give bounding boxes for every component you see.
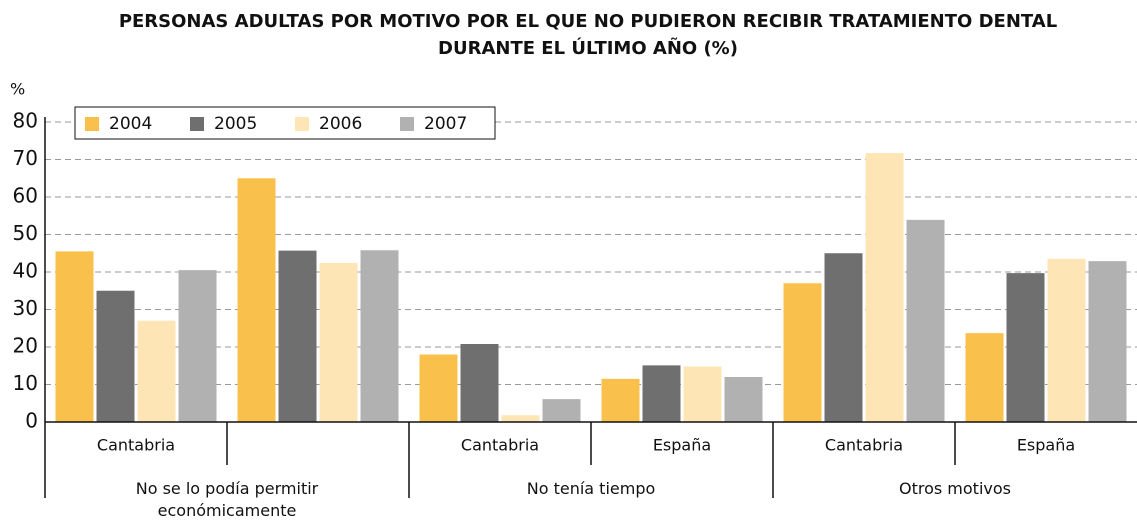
bar [965, 333, 1004, 422]
bar [1006, 273, 1045, 422]
y-tick-label: 80 [13, 109, 38, 133]
bar [642, 365, 681, 422]
y-tick-label: 60 [13, 184, 38, 208]
bar [724, 377, 763, 422]
chart-title: PERSONAS ADULTAS POR MOTIVO POR EL QUE N… [118, 11, 1058, 59]
legend: 2004 2005 2006 2007 [74, 106, 496, 140]
legend-label: 2007 [424, 114, 467, 134]
bar [865, 153, 904, 422]
bar [278, 250, 317, 422]
bar [683, 366, 722, 422]
x-tick-label: Cantabria [461, 436, 539, 455]
bar [237, 178, 276, 422]
legend-label: 2004 [109, 114, 152, 134]
legend-swatch [85, 117, 99, 131]
y-tick-label: 20 [13, 334, 38, 358]
y-tick-label: 0 [25, 409, 38, 433]
group-label: No se lo podía permitir económicamente [135, 479, 319, 520]
legend-box [74, 106, 496, 140]
x-tick-label: Cantabria [97, 436, 175, 455]
x-tick-label: Cantabria [825, 436, 903, 455]
bar [419, 354, 458, 422]
y-tick-label: 70 [13, 146, 38, 170]
legend-swatch [400, 117, 414, 131]
bar [1088, 261, 1127, 422]
bar [601, 378, 640, 422]
group-label: Otros motivos [899, 479, 1011, 498]
bar [783, 283, 822, 422]
bar [319, 263, 358, 422]
y-tick-label: 50 [13, 221, 38, 245]
y-tick-label: 10 [13, 371, 38, 395]
bar [360, 250, 399, 422]
x-tick-label: España [1017, 436, 1075, 455]
y-tick-label: 40 [13, 259, 38, 283]
bar [137, 320, 176, 422]
bar [460, 344, 499, 422]
bar [501, 415, 540, 422]
bar [178, 270, 217, 422]
legend-swatch [295, 117, 309, 131]
x-tick-label: España [653, 436, 711, 455]
legend-label: 2005 [214, 114, 257, 134]
y-axis-label: % [10, 80, 25, 99]
bar [906, 219, 945, 422]
legend-swatch [190, 117, 204, 131]
group-label: No tenía tiempo [526, 479, 656, 498]
bar [542, 399, 581, 422]
bar [96, 290, 135, 422]
y-tick-label: 30 [13, 296, 38, 320]
bar [824, 253, 863, 422]
bar [55, 251, 94, 422]
legend-label: 2006 [319, 114, 362, 134]
bar [1047, 258, 1086, 422]
